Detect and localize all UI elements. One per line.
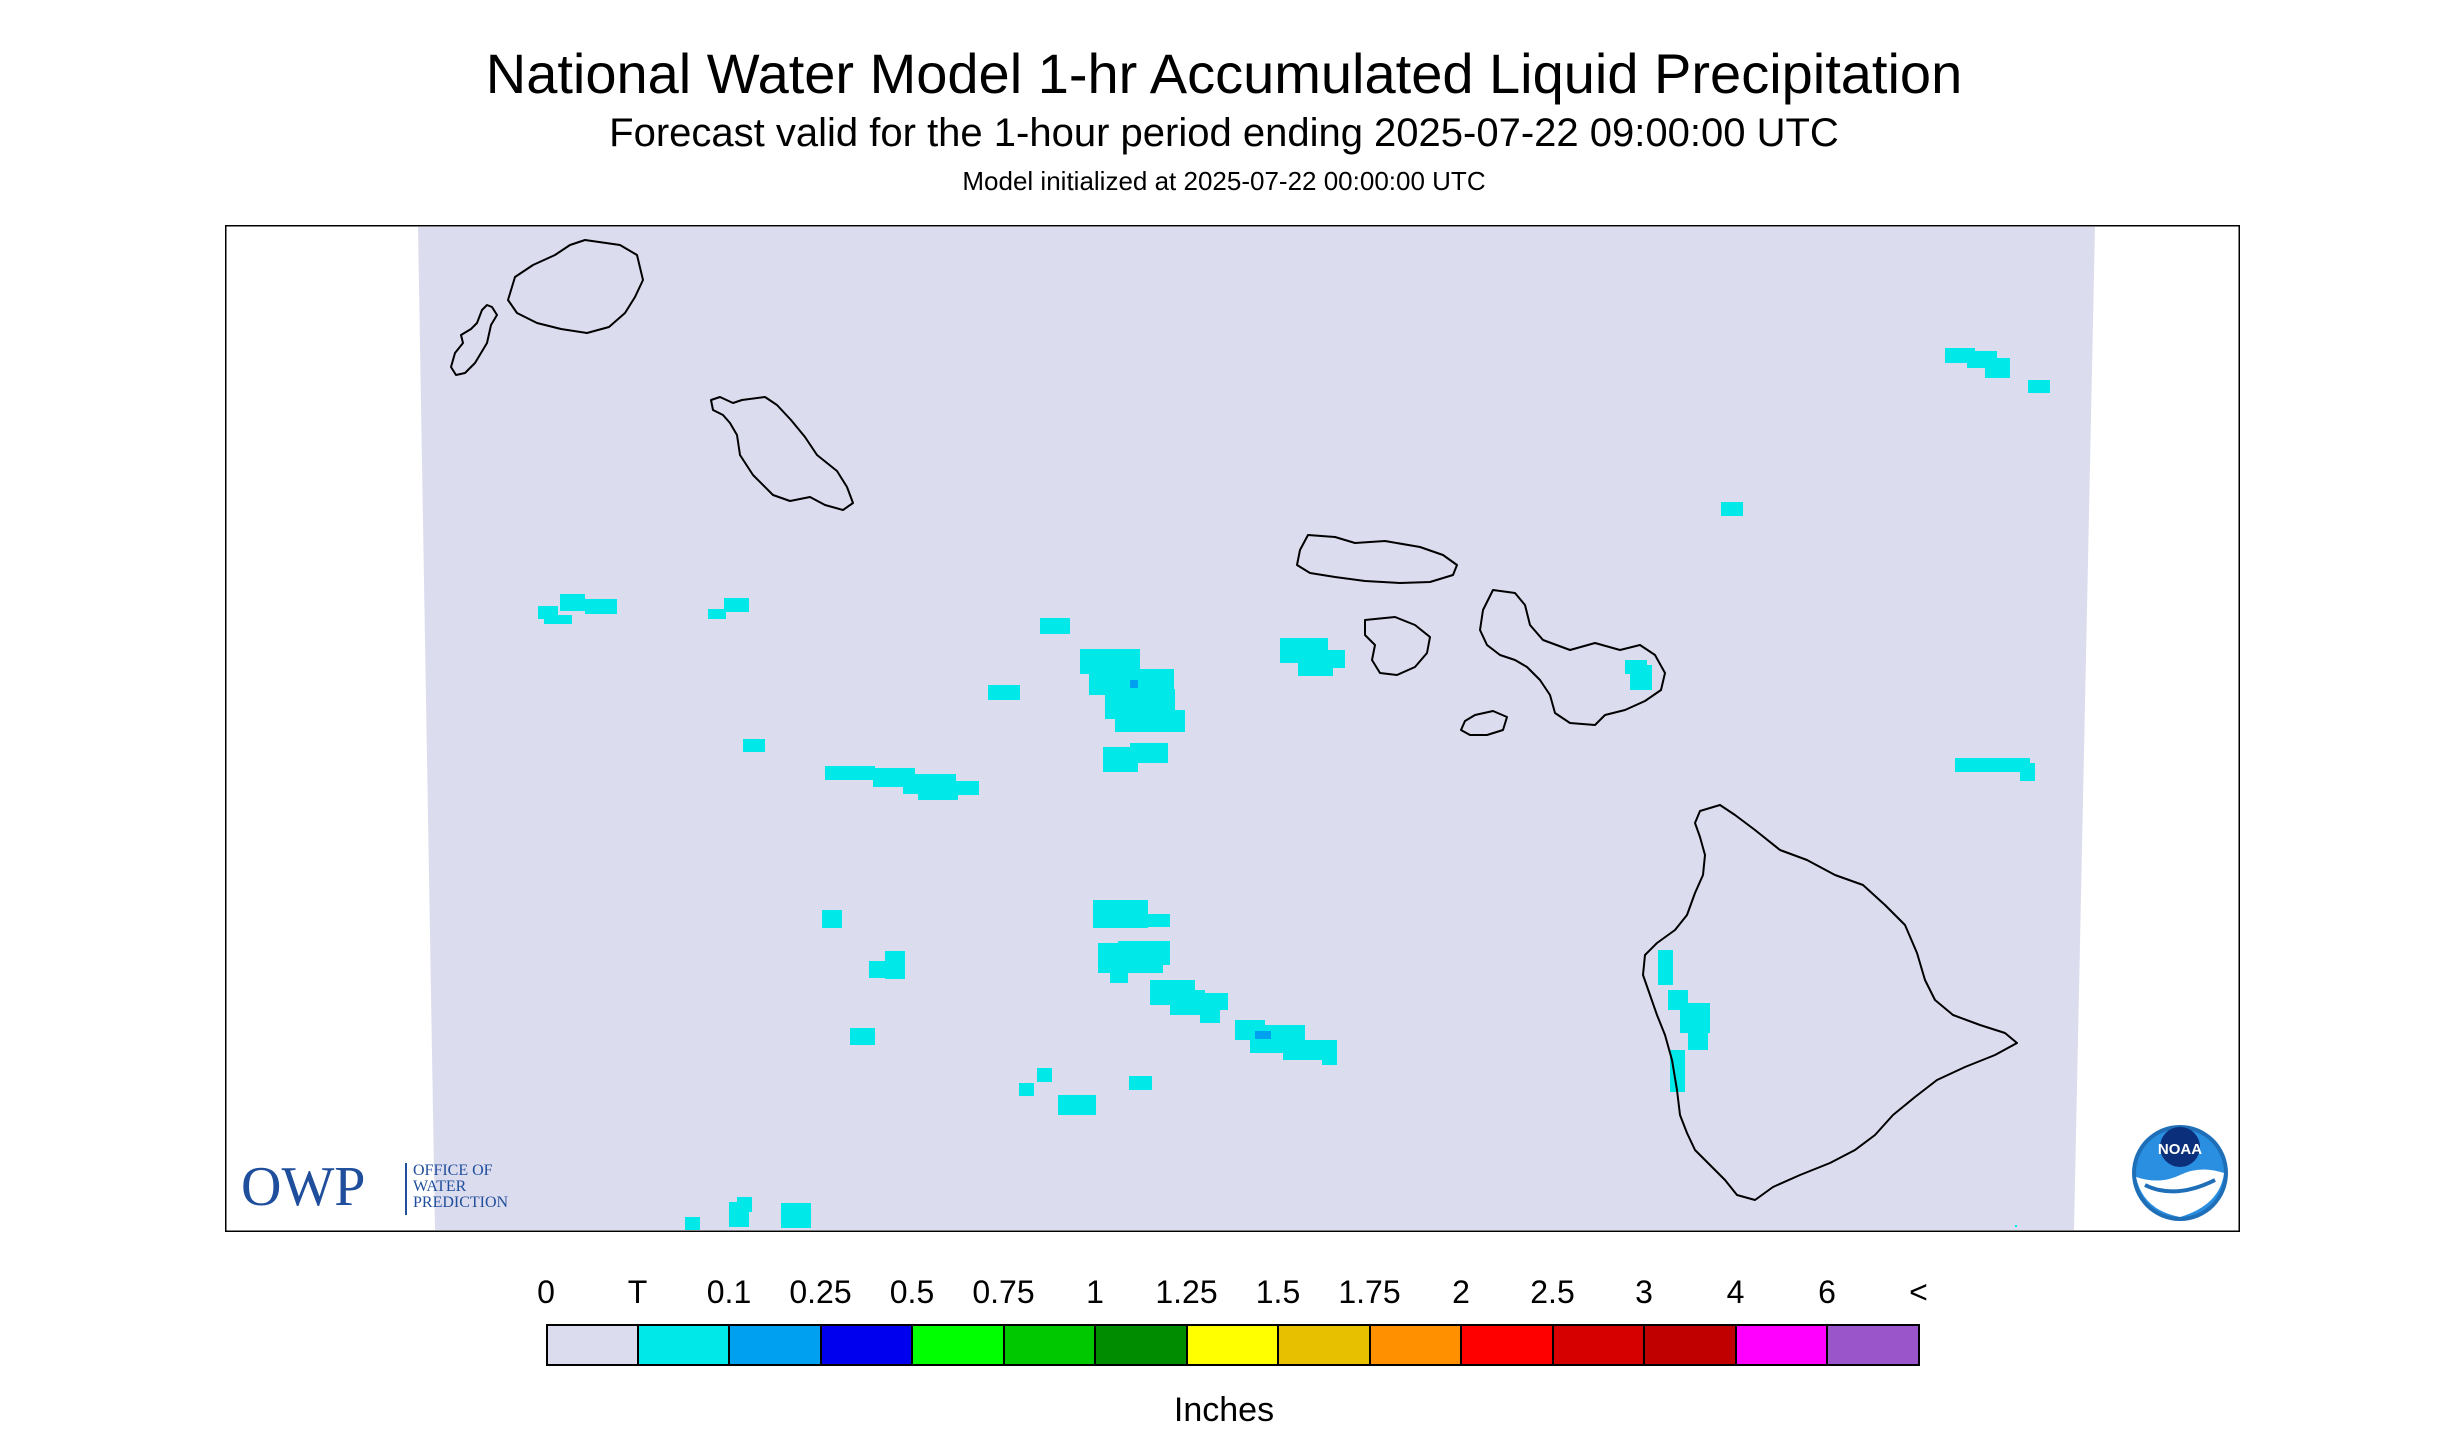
legend-swatch <box>1826 1324 1920 1366</box>
legend-swatch <box>1368 1324 1462 1366</box>
owp-line-3: PREDICTION <box>413 1194 509 1211</box>
legend-label: 2 <box>1452 1274 1470 1310</box>
legend-label: 0 <box>537 1274 555 1310</box>
model-domain <box>418 227 2095 1230</box>
legend-swatch <box>1460 1324 1554 1366</box>
owp-mark: OWP <box>241 1156 365 1218</box>
legend-swatch <box>546 1324 640 1366</box>
coastlines <box>450 239 2018 1201</box>
legend-label: < <box>1909 1274 1928 1310</box>
island-maui <box>1479 589 1666 726</box>
legend-label: 6 <box>1818 1274 1836 1310</box>
precipitation-map: OWP OFFICE OF WATER PREDICTION NOAA <box>225 225 2240 1232</box>
map-title: National Water Model 1-hr Accumulated Li… <box>485 42 1963 105</box>
legend-swatch <box>728 1324 822 1366</box>
legend-label: T <box>627 1274 648 1310</box>
legend-swatch <box>819 1324 913 1366</box>
legend-label: 3 <box>1635 1274 1653 1310</box>
legend-label: 4 <box>1726 1274 1745 1310</box>
legend-swatch <box>1551 1324 1645 1366</box>
legend-swatch <box>1094 1324 1188 1366</box>
island-oahu <box>710 396 854 511</box>
legend-swatch <box>911 1324 1005 1366</box>
legend-label: 0.75 <box>972 1274 1035 1310</box>
legend-swatch <box>636 1324 730 1366</box>
legend-label: 1 <box>1086 1274 1104 1310</box>
owp-line-1: OFFICE OF <box>413 1162 493 1179</box>
legend-label: 1.25 <box>1155 1274 1218 1310</box>
legend-swatch <box>1002 1324 1096 1366</box>
model-init-time: Model initialized at 2025-07-22 00:00:00… <box>962 166 1486 196</box>
map-subtitle: Forecast valid for the 1-hour period end… <box>609 111 1839 155</box>
island-hawaii <box>1642 804 2018 1201</box>
legend-label: 0.25 <box>789 1274 852 1310</box>
legend-swatch <box>1185 1324 1279 1366</box>
precip-light-cells <box>1130 680 1271 1039</box>
island-niihau <box>450 304 498 376</box>
island-molokai <box>1296 534 1458 584</box>
legend-label: 0.1 <box>706 1274 752 1310</box>
island-lanai <box>1364 616 1431 676</box>
legend-label: 0.5 <box>889 1274 935 1310</box>
noaa-logo: NOAA <box>2132 1125 2228 1221</box>
legend-swatch <box>1277 1324 1371 1366</box>
legend-units: Inches <box>1173 1391 1275 1429</box>
legend-swatch <box>1734 1324 1828 1366</box>
noaa-mark: NOAA <box>2158 1141 2202 1158</box>
owp-logo: OWP OFFICE OF WATER PREDICTION <box>241 1156 509 1218</box>
legend-label: 2.5 <box>1530 1274 1575 1310</box>
island-kauai <box>507 239 644 334</box>
precip-trace-cells <box>538 348 2050 1230</box>
owp-line-2: WATER <box>413 1178 467 1195</box>
legend-swatch <box>1643 1324 1737 1366</box>
legend-label: 1.5 <box>1255 1274 1301 1310</box>
legend-label: 1.75 <box>1338 1274 1401 1310</box>
island-kahoolawe <box>1460 710 1508 736</box>
